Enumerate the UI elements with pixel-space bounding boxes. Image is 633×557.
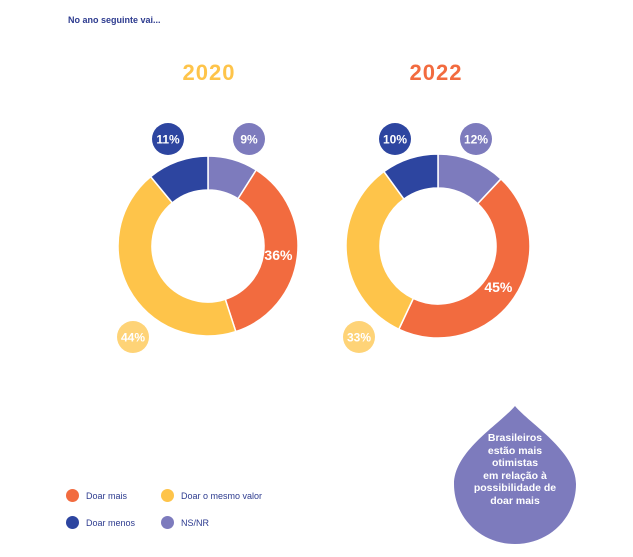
legend-item-ns-nr: NS/NR bbox=[161, 516, 321, 529]
legend: Doar mais Doar o mesmo valor Doar menos … bbox=[66, 489, 321, 529]
legend-label-doar-mesmo: Doar o mesmo valor bbox=[181, 490, 263, 501]
legend-swatch-ns-nr bbox=[161, 516, 174, 529]
label-bubble-2020-ns-nr bbox=[233, 123, 265, 155]
label-2020-doar-mesmo: 44% bbox=[121, 331, 145, 345]
label-2020-ns-nr: 9% bbox=[240, 133, 258, 147]
chart-header: No ano seguinte vai... bbox=[68, 15, 161, 25]
label-bubble-2022-ns-nr bbox=[460, 123, 492, 155]
label-bubble-2022-doar-menos bbox=[379, 123, 411, 155]
slice-2022-doar-mesmo bbox=[345, 170, 415, 331]
label-2020-doar-menos: 11% bbox=[156, 133, 180, 147]
legend-swatch-doar-menos bbox=[66, 516, 79, 529]
label-2020-doar-mais: 36% bbox=[264, 247, 293, 263]
legend-swatch-doar-mais bbox=[66, 489, 79, 502]
label-2022-doar-mais: 45% bbox=[484, 279, 513, 295]
slice-2020-doar-mesmo bbox=[117, 175, 237, 337]
callout-drop-shape bbox=[454, 406, 576, 544]
slice-2022-doar-menos bbox=[382, 153, 439, 201]
legend-label-ns-nr: NS/NR bbox=[181, 517, 210, 528]
year-title-2020: 2020 bbox=[182, 60, 236, 85]
label-2022-doar-mesmo: 33% bbox=[347, 331, 371, 345]
legend-label-doar-mais: Doar mais bbox=[86, 490, 128, 501]
legend-item-doar-mais: Doar mais bbox=[66, 489, 161, 502]
label-2022-doar-menos: 10% bbox=[383, 133, 407, 147]
legend-label-doar-menos: Doar menos bbox=[86, 517, 136, 528]
label-bubble-2020-doar-menos bbox=[152, 123, 184, 155]
slice-2020-doar-menos bbox=[149, 155, 209, 204]
legend-item-doar-mesmo: Doar o mesmo valor bbox=[161, 489, 321, 502]
label-bubble-2022-doar-mesmo bbox=[343, 321, 375, 353]
callout-text: Brasileiros estão mais otimistas em rela… bbox=[473, 432, 557, 507]
year-title-2022: 2022 bbox=[409, 60, 463, 85]
legend-item-doar-menos: Doar menos bbox=[66, 516, 161, 529]
label-bubble-2020-doar-mesmo bbox=[117, 321, 149, 353]
slice-2020-doar-mais bbox=[224, 168, 299, 333]
legend-swatch-doar-mesmo bbox=[161, 489, 174, 502]
slice-2022-doar-mais bbox=[397, 177, 531, 339]
callout-drop: Brasileiros estão mais otimistas em rela… bbox=[454, 406, 576, 544]
label-2022-ns-nr: 12% bbox=[464, 133, 488, 147]
